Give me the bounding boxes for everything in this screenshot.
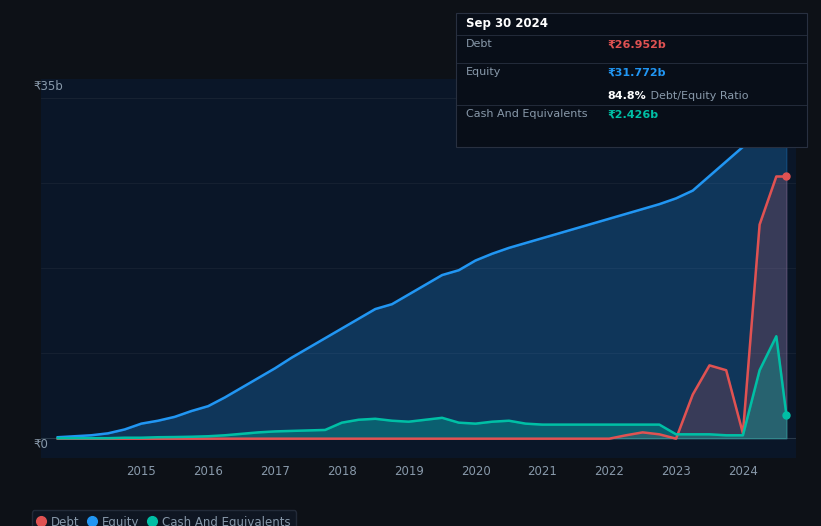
Text: ₹31.772b: ₹31.772b xyxy=(608,67,666,77)
Legend: Debt, Equity, Cash And Equivalents: Debt, Equity, Cash And Equivalents xyxy=(32,510,296,526)
Text: ₹0: ₹0 xyxy=(34,438,48,451)
Text: Cash And Equivalents: Cash And Equivalents xyxy=(466,109,587,119)
Text: Debt/Equity Ratio: Debt/Equity Ratio xyxy=(647,91,749,101)
Text: ₹35b: ₹35b xyxy=(34,80,63,94)
Text: Sep 30 2024: Sep 30 2024 xyxy=(466,17,548,31)
Text: Equity: Equity xyxy=(466,67,501,77)
Text: ₹26.952b: ₹26.952b xyxy=(608,39,667,49)
Text: ₹2.426b: ₹2.426b xyxy=(608,109,658,119)
Text: Debt: Debt xyxy=(466,39,493,49)
Text: 84.8%: 84.8% xyxy=(608,91,646,101)
